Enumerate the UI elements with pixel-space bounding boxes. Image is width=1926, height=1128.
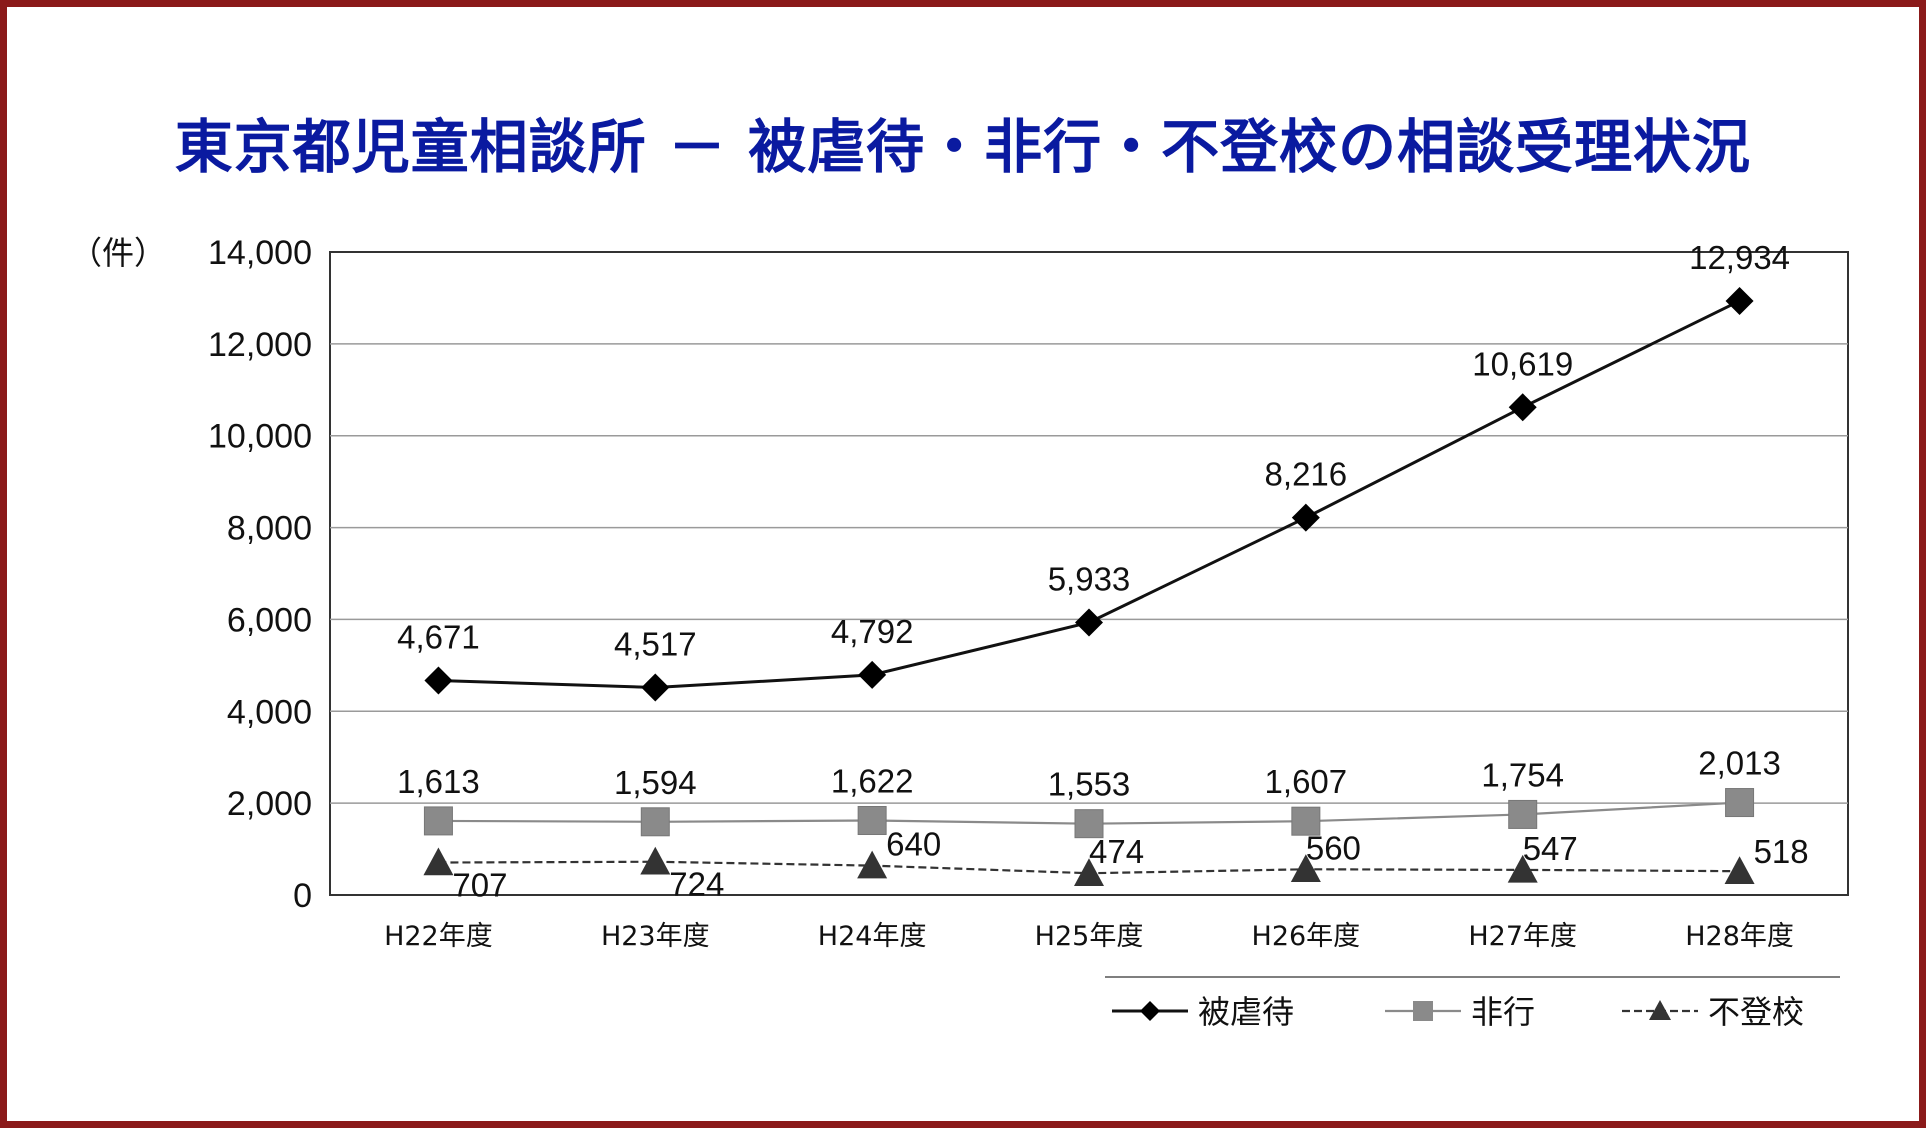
data-label: 1,607 — [1265, 763, 1348, 800]
data-label: 8,216 — [1265, 456, 1348, 493]
data-label: 4,671 — [397, 618, 480, 655]
data-label: 474 — [1089, 833, 1144, 870]
data-label: 707 — [452, 867, 507, 904]
data-label: 724 — [669, 866, 724, 903]
data-label: 1,613 — [397, 763, 480, 800]
y-tick-label: 4,000 — [227, 693, 312, 731]
data-point-square — [1508, 799, 1538, 829]
data-label: 4,792 — [831, 613, 914, 650]
data-point-diamond — [641, 673, 670, 702]
x-tick-label: H28年度 — [1685, 921, 1794, 952]
data-point-triangle — [857, 850, 888, 879]
legend-label: 被虐待 — [1198, 993, 1294, 1031]
x-tick-label: H22年度 — [384, 921, 493, 952]
data-label: 2,013 — [1698, 745, 1781, 782]
y-tick-label: 10,000 — [208, 418, 312, 456]
data-point-diamond — [858, 660, 887, 689]
data-point-triangle — [423, 847, 454, 876]
data-label: 640 — [886, 826, 941, 863]
data-point-triangle — [1290, 854, 1321, 883]
data-point-square — [1291, 806, 1321, 836]
data-label: 5,933 — [1048, 561, 1131, 598]
data-point-diamond — [1508, 393, 1537, 422]
data-point-triangle — [1724, 856, 1755, 884]
data-point-square — [640, 807, 670, 837]
data-point-square — [1725, 788, 1755, 818]
data-label: 560 — [1306, 829, 1361, 866]
x-tick-label: H27年度 — [1468, 921, 1577, 952]
data-label: 1,754 — [1481, 756, 1564, 793]
x-tick-label: H25年度 — [1035, 921, 1144, 952]
plot-area — [329, 251, 1849, 896]
data-label: 10,619 — [1472, 345, 1573, 382]
y-tick-label: 8,000 — [227, 510, 312, 548]
data-label: 547 — [1523, 830, 1578, 867]
data-point-square — [857, 806, 887, 836]
data-point-diamond — [1291, 503, 1320, 532]
chart-title: 東京都児童相談所 － 被虐待・非行・不登校の相談受理状況 — [174, 113, 1752, 181]
data-label: 12,934 — [1689, 239, 1790, 276]
legend-marker-triangle — [1649, 1000, 1671, 1020]
data-label: 1,594 — [614, 764, 697, 801]
y-tick-label: 6,000 — [227, 601, 312, 639]
data-point-square — [1074, 809, 1104, 839]
data-label: 1,622 — [831, 763, 914, 800]
x-tick-label: H24年度 — [818, 921, 927, 952]
data-point-triangle — [640, 846, 671, 875]
y-tick-label: 0 — [293, 877, 312, 915]
legend-label: 非行 — [1471, 993, 1535, 1031]
data-label: 518 — [1754, 833, 1809, 870]
legend-marker-diamond — [1140, 1001, 1160, 1021]
data-label: 1,553 — [1048, 766, 1131, 803]
data-point-diamond — [1075, 608, 1103, 637]
x-tick-label: H23年度 — [601, 921, 710, 952]
data-point-square — [423, 806, 453, 836]
x-tick-label: H26年度 — [1252, 921, 1361, 952]
y-tick-label: 2,000 — [227, 785, 312, 823]
data-point-triangle — [1507, 854, 1538, 883]
y-unit-label: （件） — [70, 234, 166, 272]
legend-marker-square — [1413, 1001, 1433, 1021]
data-point-triangle — [1074, 858, 1104, 886]
data-point-diamond — [1725, 286, 1754, 315]
y-tick-label: 14,000 — [208, 234, 312, 272]
y-tick-label: 12,000 — [208, 326, 312, 364]
data-label: 4,517 — [614, 626, 697, 663]
data-point-diamond — [424, 666, 453, 695]
legend-label: 不登校 — [1708, 993, 1804, 1031]
